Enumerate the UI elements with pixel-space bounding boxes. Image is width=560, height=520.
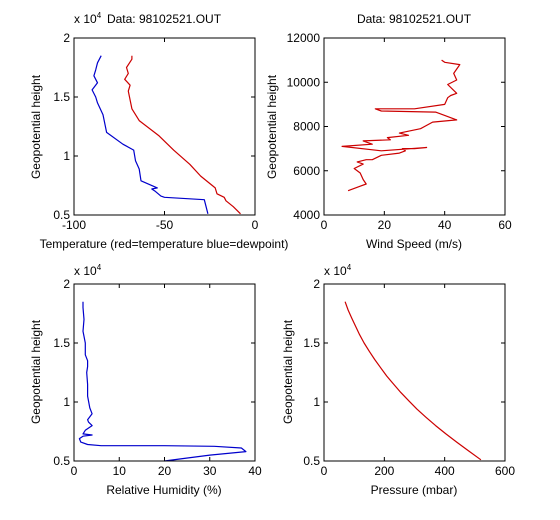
panel-pressure-xtick-label: 200 — [374, 464, 394, 478]
panel-temperature-series-line — [91, 55, 209, 214]
panel-wind-speed-ylabel: Geopotential height — [265, 74, 279, 179]
panel-temperature-multiplier: x 104 — [74, 11, 102, 26]
panel-temperature-ytick-label: 2 — [63, 31, 70, 45]
panel-temperature-series — [91, 55, 241, 215]
panel-wind-speed-xtick-label: 60 — [498, 218, 512, 232]
panel-wind-speed-xtick-label: 0 — [321, 218, 328, 232]
panel-relative-humidity-xtick-label: 40 — [248, 464, 262, 478]
panel-wind-speed-ytick-label: 8000 — [293, 120, 320, 134]
panel-pressure-axes-box — [323, 283, 506, 462]
panel-wind-speed-ytick-label: 4000 — [293, 208, 320, 222]
panel-temperature-xlabel: Temperature (red=temperature blue=dewpoi… — [40, 237, 289, 251]
panel-pressure-xtick-label: 400 — [435, 464, 455, 478]
panel-pressure-xlabel: Pressure (mbar) — [371, 483, 458, 497]
panel-wind-speed: Data: 98102521.OUT Geopotential height W… — [265, 12, 512, 251]
panel-temperature-axes-box — [73, 37, 256, 216]
panel-relative-humidity-series — [78, 301, 247, 462]
panel-relative-humidity-xtick-label: 10 — [113, 464, 127, 478]
panel-wind-speed-axes-box — [323, 37, 506, 216]
panel-temperature-ytick-label: 1 — [63, 149, 70, 163]
panel-temperature-series-line — [124, 55, 241, 215]
panel-wind-speed-series — [341, 59, 461, 192]
panel-wind-speed-series-line — [341, 59, 461, 192]
panel-temperature-xtick-label: 0 — [252, 218, 259, 232]
panel-wind-speed-xtick-label: 20 — [378, 218, 392, 232]
panel-relative-humidity-ytick-label: 2 — [63, 277, 70, 291]
panel-pressure-ytick-label: 2 — [313, 277, 320, 291]
panel-relative-humidity-ylabel: Geopotential height — [29, 319, 43, 424]
panel-relative-humidity: Geopotential height Relative Humidity (%… — [29, 263, 262, 497]
panel-wind-speed-xtick-label: 40 — [438, 218, 452, 232]
panel-pressure-multiplier: x 104 — [324, 263, 352, 278]
panel-pressure-xtick-label: 600 — [495, 464, 515, 478]
panel-temperature-xtick-label: -100 — [62, 218, 86, 232]
panel-pressure-ytick-label: 0.5 — [303, 454, 320, 468]
panel-wind-speed-title: Data: 98102521.OUT — [357, 12, 472, 26]
panel-temperature-ticks: -100 -50 0 0.5 1 1.5 2 — [53, 31, 258, 232]
panel-relative-humidity-ticks: 0 10 20 30 40 0.5 1 1.5 2 — [53, 277, 262, 478]
panel-relative-humidity-xtick-label: 0 — [71, 464, 78, 478]
panel-temperature-xtick-label: -50 — [156, 218, 174, 232]
panel-relative-humidity-xtick-label: 20 — [158, 464, 172, 478]
panel-temperature-ylabel: Geopotential height — [29, 74, 43, 179]
panel-relative-humidity-xlabel: Relative Humidity (%) — [106, 483, 221, 497]
panel-temperature-ytick-label: 1.5 — [53, 90, 70, 104]
panel-wind-speed-ytick-label: 12000 — [287, 31, 321, 45]
panel-pressure-ylabel: Geopotential height — [281, 319, 295, 424]
panel-wind-speed-xlabel: Wind Speed (m/s) — [366, 237, 462, 251]
panel-temperature: Data: 98102521.OUT Geopotential height T… — [29, 11, 288, 251]
panel-relative-humidity-multiplier: x 104 — [74, 263, 102, 278]
panel-pressure-xtick-label: 0 — [321, 464, 328, 478]
panel-relative-humidity-axes-box — [73, 283, 256, 462]
panel-pressure-series — [344, 301, 482, 461]
panel-temperature-title: Data: 98102521.OUT — [107, 12, 222, 26]
panel-pressure-ytick-label: 1.5 — [303, 336, 320, 350]
panel-relative-humidity-ytick-label: 1 — [63, 395, 70, 409]
panel-wind-speed-ticks: 0 20 40 60 4000 6000 8000 10000 12000 — [287, 31, 512, 232]
panel-pressure-series-line — [344, 301, 482, 461]
panel-pressure: Geopotential height Pressure (mbar) x 10… — [281, 263, 515, 497]
panel-wind-speed-ytick-label: 6000 — [293, 164, 320, 178]
panel-relative-humidity-xtick-label: 30 — [203, 464, 217, 478]
panel-wind-speed-ytick-label: 10000 — [287, 75, 321, 89]
panel-relative-humidity-series-line — [78, 301, 247, 462]
panel-relative-humidity-ytick-label: 1.5 — [53, 336, 70, 350]
panel-pressure-ticks: 0 200 400 600 0.5 1 1.5 2 — [303, 277, 515, 478]
panel-temperature-ytick-label: 0.5 — [53, 208, 70, 222]
panel-pressure-ytick-label: 1 — [313, 395, 320, 409]
panel-relative-humidity-ytick-label: 0.5 — [53, 454, 70, 468]
